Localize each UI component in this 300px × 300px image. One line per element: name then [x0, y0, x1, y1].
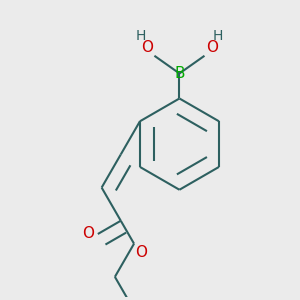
Text: O: O [206, 40, 218, 55]
Text: B: B [174, 66, 185, 81]
Text: H: H [212, 29, 223, 44]
Text: O: O [141, 40, 153, 55]
Text: H: H [136, 29, 146, 44]
Text: O: O [82, 226, 94, 242]
Text: O: O [136, 245, 148, 260]
